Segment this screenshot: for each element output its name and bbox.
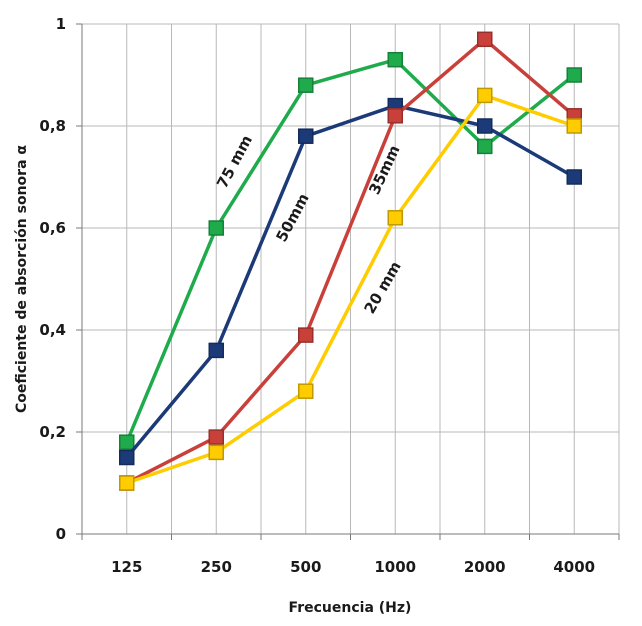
data-point [298,77,314,93]
series-line [126,93,575,485]
series-1 [119,97,582,466]
data-point [208,220,224,236]
data-point [387,51,403,68]
axes [76,23,620,540]
data-point [298,327,314,343]
data-point [298,128,314,144]
y-tick-label: 1 [56,15,66,33]
data-point [119,434,135,450]
y-tick-label: 0,4 [39,321,66,339]
data-point [477,118,493,134]
x-tick-label: 125 [111,558,142,576]
series-3 [119,87,582,491]
data-point [566,169,582,185]
data-point [387,108,403,124]
x-tick-label: 500 [290,558,321,576]
x-axis-label: Frecuencia (Hz) [289,600,412,616]
y-axis-label: Coeficiente de absorción sonora α [14,145,30,413]
y-tick-label: 0,6 [39,219,66,237]
y-tick-label: 0 [56,525,66,543]
y-tick-label: 0,8 [39,117,66,135]
series-line [125,37,576,485]
x-tick-label: 4000 [553,558,595,576]
x-tick-labels: 125 250 500 1000 2000 4000 [111,558,595,576]
data-point [477,31,493,48]
x-tick-label: 250 [201,558,232,576]
data-point [119,449,135,466]
y-tick-label: 0,2 [39,423,66,441]
series-group [119,31,582,491]
data-point [566,118,582,134]
data-point [477,138,493,155]
data-point [208,444,224,461]
data-point [298,383,314,399]
series-line [125,103,576,459]
data-point [387,210,403,226]
x-tick-label: 1000 [374,558,416,576]
data-point [208,429,224,445]
x-tick-label: 2000 [464,558,506,576]
y-tick-labels: 0 0,2 0,4 0,6 0,8 1 [39,15,66,543]
data-point [208,342,224,359]
data-point [119,475,135,491]
data-point [566,67,582,83]
data-point [477,87,493,104]
